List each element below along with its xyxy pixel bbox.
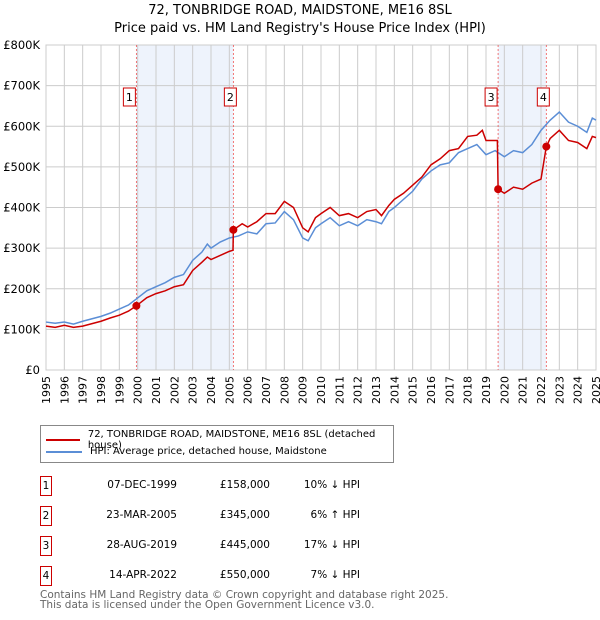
sale-row: 2 23-MAR-2005 £345,000 6% ↑ HPI bbox=[40, 506, 440, 526]
x-tick-label: 2011 bbox=[333, 376, 346, 404]
legend-item-hpi: HPI: Average price, detached house, Maid… bbox=[46, 446, 327, 457]
x-tick-label: 2013 bbox=[370, 376, 383, 404]
x-tick-label: 2022 bbox=[535, 376, 548, 404]
sale-row: 3 28-AUG-2019 £445,000 17% ↓ HPI bbox=[40, 536, 440, 556]
sale-marker-badge: 4 bbox=[40, 566, 52, 586]
x-tick-label: 2021 bbox=[517, 376, 530, 404]
x-tick-label: 2001 bbox=[150, 376, 163, 404]
sale-price: £158,000 bbox=[219, 479, 270, 491]
sale-label: 1 bbox=[126, 91, 133, 104]
y-tick-label: £600K bbox=[3, 119, 40, 133]
x-tick-label: 2018 bbox=[462, 376, 475, 404]
footer: Contains HM Land Registry data © Crown c… bbox=[40, 589, 449, 611]
x-tick-label: 2019 bbox=[480, 376, 493, 404]
x-tick-label: 1999 bbox=[113, 376, 126, 404]
y-tick-label: £700K bbox=[3, 79, 40, 93]
x-tick-label: 2020 bbox=[498, 376, 511, 404]
y-tick-label: £500K bbox=[3, 160, 40, 174]
sale-date: 28-AUG-2019 bbox=[106, 539, 177, 551]
legend-swatch-blue bbox=[46, 450, 82, 453]
plot-border bbox=[45, 44, 597, 371]
chart-title: 72, TONBRIDGE ROAD, MAIDSTONE, ME16 8SL bbox=[148, 3, 452, 18]
sale-row: 1 07-DEC-1999 £158,000 10% ↓ HPI bbox=[40, 476, 440, 496]
x-tick-label: 2025 bbox=[590, 376, 600, 404]
sale-row: 4 14-APR-2022 £550,000 7% ↓ HPI bbox=[40, 566, 440, 586]
sale-point bbox=[132, 301, 141, 310]
sale-label: 2 bbox=[227, 91, 234, 104]
sale-hpi-diff: 10% ↓ HPI bbox=[303, 479, 360, 491]
x-tick-label: 2007 bbox=[260, 376, 273, 404]
x-tick-label: 2012 bbox=[352, 376, 365, 404]
x-tick-label: 2014 bbox=[388, 376, 401, 404]
y-tick-label: £400K bbox=[3, 201, 40, 215]
sale-hpi-diff: 17% ↓ HPI bbox=[303, 539, 360, 551]
sale-label-box bbox=[122, 87, 136, 107]
price-paid-line bbox=[45, 129, 597, 329]
sale-hpi-diff: 7% ↓ HPI bbox=[310, 569, 360, 581]
sale-price: £550,000 bbox=[219, 569, 270, 581]
x-tick-label: 2016 bbox=[425, 376, 438, 404]
sale-date: 23-MAR-2005 bbox=[106, 509, 177, 521]
x-tick-label: 2002 bbox=[168, 376, 181, 404]
x-tick-label: 2008 bbox=[278, 376, 291, 404]
footer-line-1: Contains HM Land Registry data © Crown c… bbox=[40, 589, 449, 601]
x-tick-label: 2023 bbox=[553, 376, 566, 404]
y-tick-label: £200K bbox=[3, 282, 40, 296]
legend: 72, TONBRIDGE ROAD, MAIDSTONE, ME16 8SL … bbox=[40, 425, 394, 463]
x-tick-label: 2017 bbox=[443, 376, 456, 404]
sale-point bbox=[542, 142, 551, 151]
sale-label: 3 bbox=[488, 91, 495, 104]
legend-label: 72, TONBRIDGE ROAD, MAIDSTONE, ME16 8SL … bbox=[87, 429, 376, 451]
chart-subtitle: Price paid vs. HM Land Registry's House … bbox=[114, 21, 486, 36]
y-tick-label: £800K bbox=[3, 38, 40, 52]
sale-label-box bbox=[484, 87, 498, 107]
sale-label: 4 bbox=[540, 91, 547, 104]
sale-label-box bbox=[223, 87, 237, 107]
sale-marker-badge: 3 bbox=[40, 536, 52, 556]
footer-line-2: This data is licensed under the Open Gov… bbox=[40, 599, 375, 611]
x-tick-label: 1996 bbox=[58, 376, 71, 404]
sale-marker-badge: 1 bbox=[40, 476, 52, 496]
legend-swatch-red bbox=[46, 439, 80, 441]
legend-label: HPI: Average price, detached house, Maid… bbox=[90, 446, 327, 457]
y-tick-label: £0 bbox=[25, 363, 40, 377]
sale-price: £445,000 bbox=[219, 539, 270, 551]
sale-hpi-diff: 6% ↑ HPI bbox=[310, 509, 360, 521]
sale-price: £345,000 bbox=[219, 509, 270, 521]
hpi-line bbox=[45, 110, 597, 325]
sale-point bbox=[494, 185, 503, 194]
sale-date: 14-APR-2022 bbox=[109, 569, 177, 581]
x-tick-label: 2004 bbox=[205, 376, 218, 404]
x-tick-label: 2005 bbox=[223, 376, 236, 404]
x-tick-label: 2003 bbox=[187, 376, 200, 404]
x-tick-label: 1998 bbox=[95, 376, 108, 404]
sale-date: 07-DEC-1999 bbox=[107, 479, 177, 491]
x-tick-label: 2006 bbox=[242, 376, 255, 404]
x-tick-label: 2009 bbox=[297, 376, 310, 404]
plot-area: 1995 1996 1997 1998 1999 2000 2001 2002 2003 2004… bbox=[3, 38, 600, 404]
sale-marker-badge: 2 bbox=[40, 506, 52, 526]
x-tick-label: 2010 bbox=[315, 376, 328, 404]
x-tick-label: 1995 bbox=[40, 376, 53, 404]
sale-point bbox=[229, 225, 238, 234]
x-tick-label: 2024 bbox=[572, 376, 585, 404]
sale-label-box bbox=[536, 87, 550, 107]
x-tick-label: 2015 bbox=[407, 376, 420, 404]
y-tick-label: £100K bbox=[3, 322, 40, 336]
x-tick-label: 1997 bbox=[77, 376, 90, 404]
x-tick-label: 2000 bbox=[132, 376, 145, 404]
legend-item-property: 72, TONBRIDGE ROAD, MAIDSTONE, ME16 8SL … bbox=[46, 429, 393, 451]
y-tick-label: £300K bbox=[3, 241, 40, 255]
